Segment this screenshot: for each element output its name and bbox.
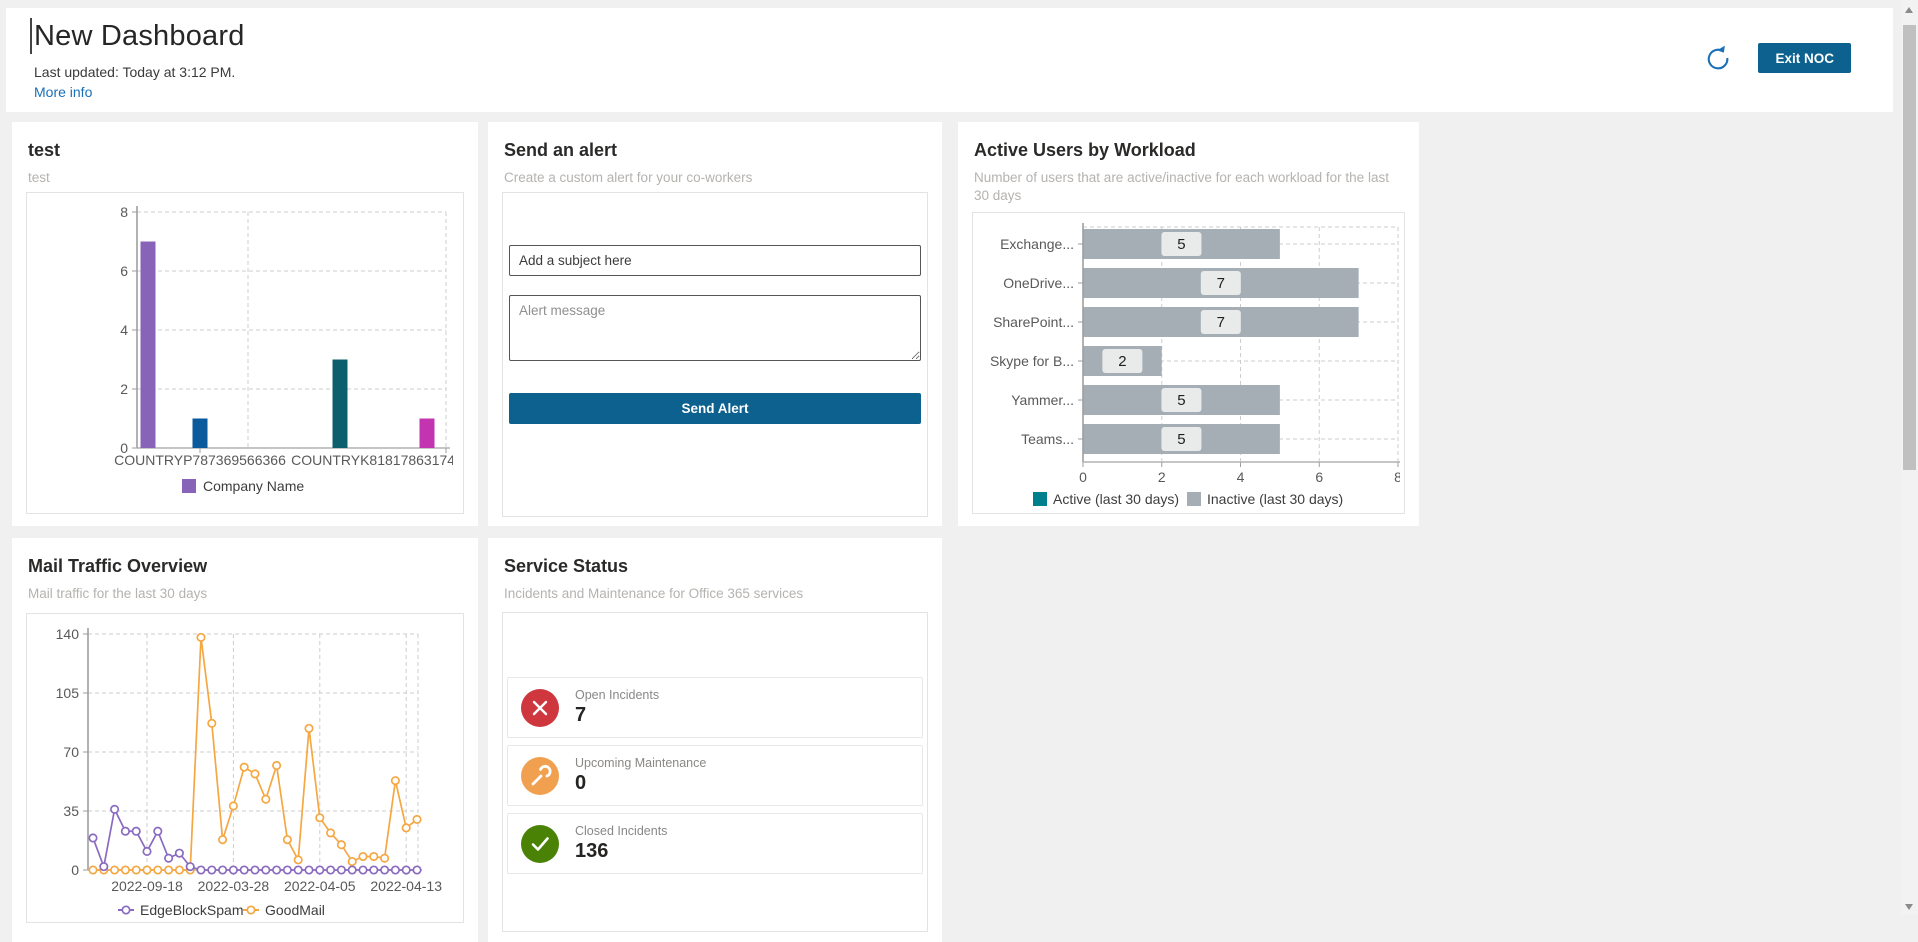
status-label: Open Incidents — [575, 688, 660, 702]
last-updated-text: Last updated: Today at 3:12 PM. — [34, 64, 236, 80]
svg-text:4: 4 — [120, 322, 128, 338]
status-value: 7 — [575, 704, 587, 726]
svg-text:70: 70 — [63, 744, 79, 760]
card-subtitle: Create a custom alert for your co-worker… — [504, 170, 753, 185]
scroll-down-arrow[interactable] — [1905, 904, 1913, 910]
svg-text:6: 6 — [120, 263, 128, 279]
svg-text:0: 0 — [1079, 469, 1087, 485]
scroll-up-arrow[interactable] — [1905, 7, 1913, 13]
card-subtitle: Incidents and Maintenance for Office 365… — [504, 586, 804, 601]
check-icon — [521, 824, 559, 863]
svg-text:0: 0 — [120, 440, 128, 456]
svg-text:2022-04-05: 2022-04-05 — [284, 878, 356, 894]
card-service-status: Service Status Incidents and Maintenance… — [488, 538, 942, 942]
svg-text:2: 2 — [1158, 469, 1166, 485]
card-mail-traffic: Mail Traffic Overview Mail traffic for t… — [12, 538, 478, 942]
status-row-open-incidents[interactable]: Open Incidents 7 — [507, 677, 923, 738]
scrollbar-thumb[interactable] — [1903, 25, 1916, 470]
card-title: Active Users by Workload — [974, 140, 1196, 160]
card-title: Send an alert — [504, 140, 618, 160]
svg-text:Inactive (last 30 days): Inactive (last 30 days) — [1207, 491, 1343, 507]
exit-noc-button[interactable]: Exit NOC — [1758, 43, 1851, 73]
svg-text:COUNTRYK818178631743: COUNTRYK818178631743 — [291, 452, 453, 468]
svg-text:5: 5 — [1177, 392, 1185, 409]
card-active-users: Active Users by Workload Number of users… — [958, 122, 1419, 526]
svg-text:2022-09-18: 2022-09-18 — [111, 878, 183, 894]
card-subtitle: Number of users that are active/inactive… — [974, 170, 1389, 204]
more-info-link[interactable]: More info — [34, 84, 93, 100]
svg-text:8: 8 — [1394, 469, 1400, 485]
refresh-icon — [1708, 45, 1729, 70]
test-chart-container: 0 2 4 6 8 COUNTRYP787369566366 COUNTRYK8181786… — [26, 192, 464, 514]
alert-message-textarea[interactable] — [509, 295, 921, 361]
svg-text:OneDrive...: OneDrive... — [1003, 275, 1074, 291]
svg-text:2022-04-13: 2022-04-13 — [370, 878, 442, 894]
svg-text:2022-03-28: 2022-03-28 — [198, 878, 270, 894]
active-users-bar-chart[interactable]: 0 2 4 6 8 5 Exchange... 7 OneDrive... 7 SharePoint… — [973, 213, 1400, 513]
service-status-list: Open Incidents 7 Upcoming Maintenance 0 — [502, 612, 928, 932]
svg-text:Yammer...: Yammer... — [1011, 392, 1074, 408]
vertical-scrollbar[interactable] — [1901, 0, 1918, 915]
svg-text:2: 2 — [1118, 353, 1126, 370]
svg-text:5: 5 — [1177, 431, 1185, 448]
svg-text:Exchange...: Exchange... — [1000, 236, 1074, 252]
svg-text:4: 4 — [1237, 469, 1245, 485]
card-subtitle: test — [28, 170, 50, 185]
svg-text:8: 8 — [120, 204, 128, 220]
send-alert-form: Send Alert — [502, 192, 928, 517]
svg-text:Active (last 30 days): Active (last 30 days) — [1053, 491, 1179, 507]
svg-text:Teams...: Teams... — [1021, 431, 1074, 447]
card-test: test test 0 2 4 6 8 COUNTRYP787369566366 COUNT… — [12, 122, 478, 526]
mail-traffic-line-chart[interactable]: 0 35 70 105 140 2022-09-18 2022-03-28 2022-04-0… — [27, 614, 453, 922]
send-alert-button[interactable]: Send Alert — [509, 393, 921, 424]
svg-text:105: 105 — [56, 685, 80, 701]
card-send-alert: Send an alert Create a custom alert for … — [488, 122, 942, 526]
dashboard-header: New Dashboard Last updated: Today at 3:1… — [6, 8, 1893, 112]
wrench-icon — [521, 756, 559, 795]
alert-subject-input[interactable] — [509, 245, 921, 276]
svg-text:SharePoint...: SharePoint... — [993, 314, 1074, 330]
status-label: Closed Incidents — [575, 824, 668, 838]
card-title: test — [28, 140, 61, 160]
svg-text:Skype for B...: Skype for B... — [990, 353, 1074, 369]
error-icon — [521, 688, 559, 727]
svg-text:35: 35 — [63, 803, 79, 819]
card-title: Service Status — [504, 556, 629, 576]
svg-text:140: 140 — [56, 626, 80, 642]
svg-text:0: 0 — [71, 862, 79, 878]
svg-text:GoodMail: GoodMail — [265, 902, 325, 918]
svg-text:2: 2 — [120, 381, 128, 397]
svg-text:7: 7 — [1217, 314, 1225, 331]
svg-text:5: 5 — [1177, 236, 1185, 253]
svg-text:EdgeBlockSpam: EdgeBlockSpam — [140, 902, 244, 918]
card-subtitle: Mail traffic for the last 30 days — [28, 586, 208, 601]
refresh-button[interactable] — [1702, 42, 1734, 74]
status-value: 0 — [575, 772, 587, 794]
active-users-chart-container: 0 2 4 6 8 5 Exchange... 7 OneDrive... 7 SharePoint… — [972, 212, 1405, 514]
svg-text:6: 6 — [1315, 469, 1323, 485]
svg-text:Company Name: Company Name — [203, 478, 304, 494]
test-bar-chart[interactable]: 0 2 4 6 8 COUNTRYP787369566366 COUNTRYK8181786… — [27, 193, 453, 511]
svg-text:7: 7 — [1217, 275, 1225, 292]
status-value: 136 — [575, 840, 609, 862]
card-title: Mail Traffic Overview — [28, 556, 208, 576]
status-row-closed-incidents[interactable]: Closed Incidents 136 — [507, 813, 923, 874]
page-title[interactable]: New Dashboard — [34, 19, 245, 52]
text-caret — [30, 18, 32, 54]
status-label: Upcoming Maintenance — [575, 756, 707, 770]
svg-text:COUNTRYP787369566366: COUNTRYP787369566366 — [114, 452, 286, 468]
status-row-upcoming-maintenance[interactable]: Upcoming Maintenance 0 — [507, 745, 923, 806]
mail-traffic-chart-container: 0 35 70 105 140 2022-09-18 2022-03-28 2022-04-0… — [26, 613, 464, 923]
